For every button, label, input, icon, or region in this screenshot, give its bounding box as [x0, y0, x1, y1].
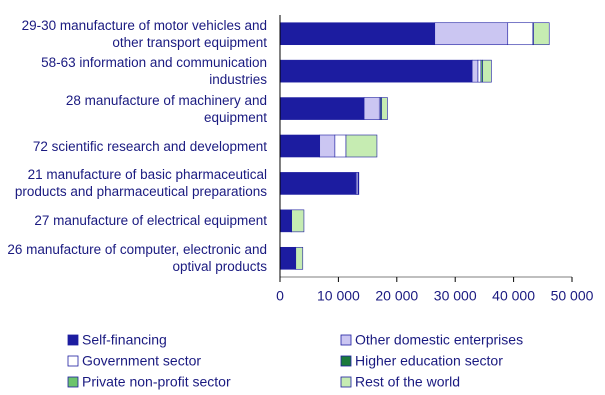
legend-label: Government sector — [82, 353, 201, 369]
bar-segment — [279, 59, 473, 83]
legend-swatch — [340, 355, 352, 367]
y-tick-label: 21 manufacture of basic pharmaceutical p… — [14, 167, 267, 200]
x-tick-label: 20 000 — [375, 288, 418, 304]
x-tick-label: 0 — [276, 288, 284, 304]
bar-segment — [279, 209, 292, 233]
x-tick-label: 40 000 — [492, 288, 535, 304]
bar-segment — [434, 22, 509, 46]
legend-label: Higher education sector — [355, 353, 503, 369]
y-tick-label: 29-30 manufacture of motor vehicles and … — [21, 17, 267, 50]
legend-swatch — [340, 334, 352, 346]
x-tick-label: 10 000 — [317, 288, 360, 304]
bar-segment — [279, 246, 296, 270]
bar-segment — [533, 22, 550, 46]
bar-segment — [471, 59, 479, 83]
bar-segment — [334, 134, 347, 158]
y-tick-label: 58-63 information and communication indu… — [41, 55, 267, 88]
bar-segment — [477, 59, 482, 83]
legend-label: Private non-profit sector — [82, 374, 231, 390]
bar-segment — [279, 172, 357, 195]
x-tick-label: 30 000 — [434, 288, 477, 304]
bar-segment — [279, 22, 436, 46]
y-tick-label: 27 manufacture of electrical equipment — [34, 213, 267, 229]
bar-segment — [279, 134, 321, 158]
bar-segment — [507, 22, 534, 46]
legend-swatch — [67, 355, 79, 367]
bar-segment — [482, 59, 492, 83]
bar-segment — [295, 246, 304, 270]
bar-segment — [279, 97, 365, 120]
legend-swatch — [67, 376, 79, 388]
y-tick-label: 72 scientific research and development — [32, 138, 267, 154]
legend-swatch — [67, 334, 79, 346]
bar-segment — [291, 209, 305, 233]
legend-swatch — [340, 376, 352, 388]
bar-segment — [363, 97, 380, 120]
legend-label: Rest of the world — [355, 374, 460, 390]
legend-label: Self-financing — [82, 332, 167, 348]
y-tick-label: 28 manufacture of machinery and equipmen… — [65, 92, 267, 125]
bar-segment — [357, 172, 360, 195]
x-tick-label: 50 000 — [551, 288, 594, 304]
legend-label: Other domestic enterprises — [355, 332, 523, 348]
bar-segment — [319, 134, 336, 158]
y-tick-label: 26 manufacture of computer, electronic a… — [7, 242, 267, 275]
bar-segment — [381, 97, 388, 120]
bar-segment — [345, 134, 378, 158]
